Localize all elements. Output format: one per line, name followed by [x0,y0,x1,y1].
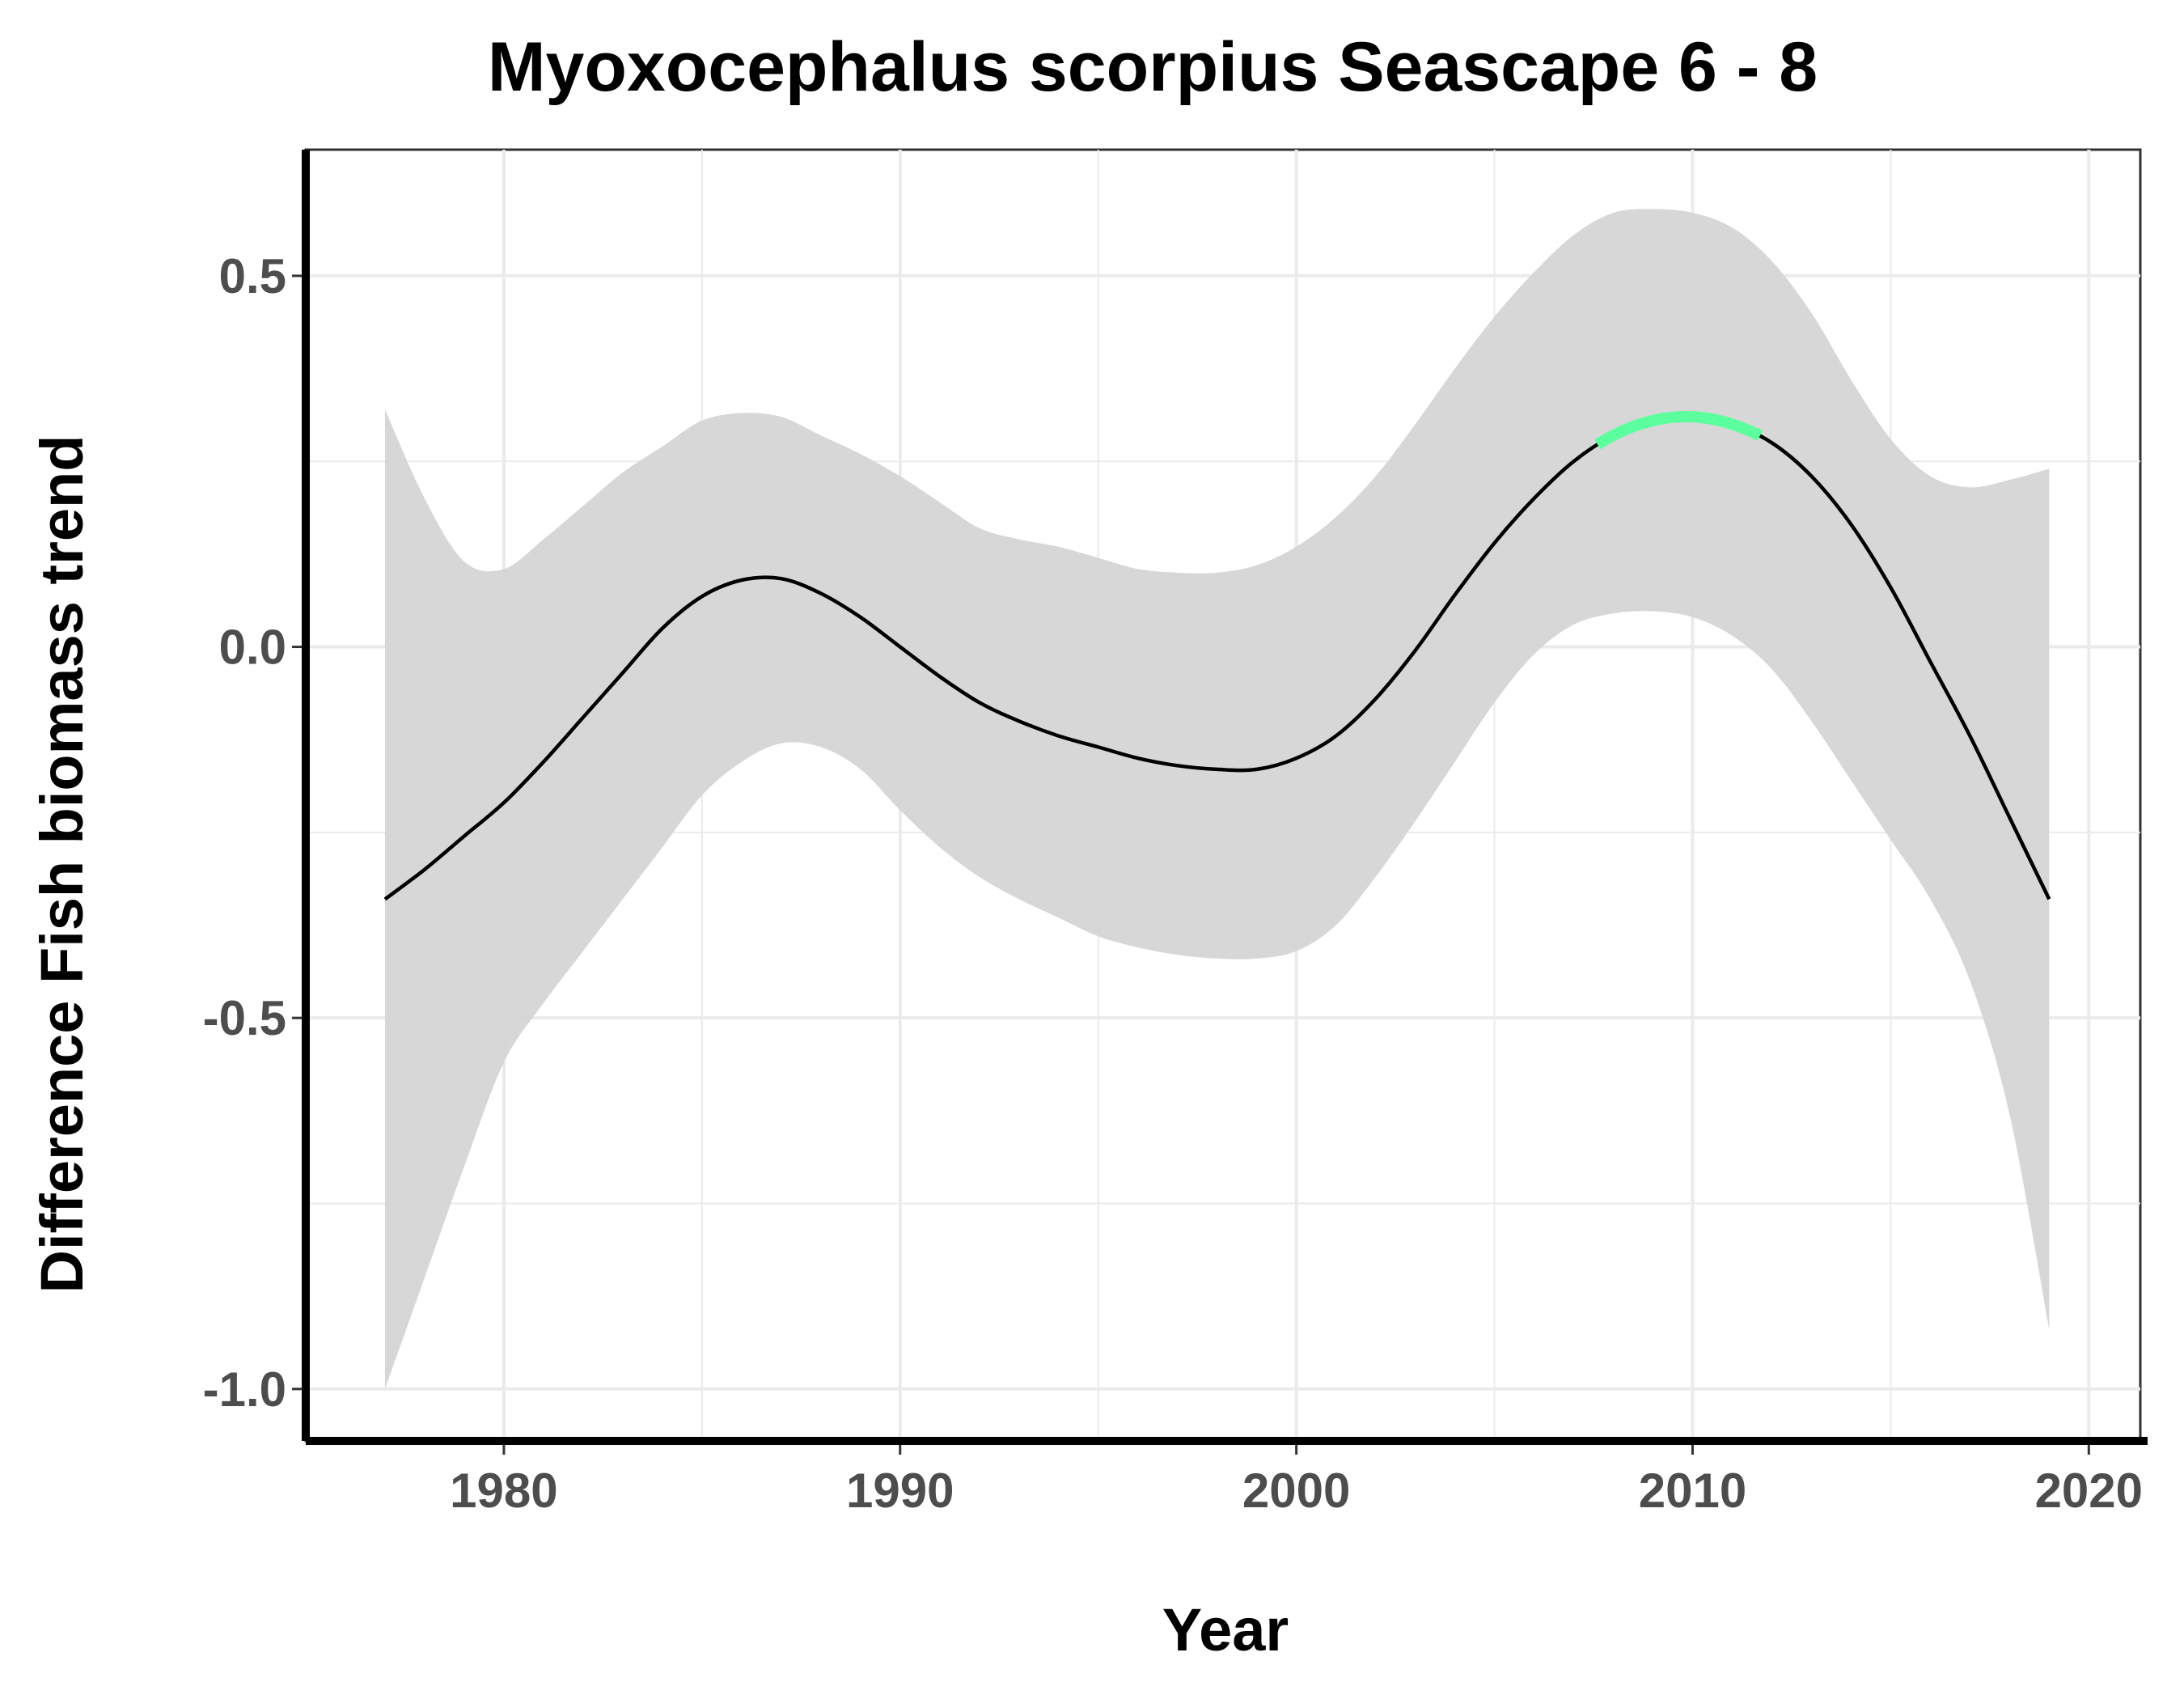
y-axis-ticks: -1.0 -0.5 0.0 0.5 [203,249,302,1417]
trend-line [383,414,2051,901]
y-tick-label: 0.0 [219,621,286,675]
x-tick-label: 2000 [1242,1464,1350,1518]
x-tick-label: 2020 [2035,1464,2143,1518]
y-tick-label: -1.0 [203,1362,286,1417]
x-axis-ticks: 1980 1990 2000 2010 2020 [450,1445,2143,1518]
x-tick-label: 2010 [1639,1464,1746,1518]
y-tick-label: 0.5 [219,249,286,303]
chart-title: Myoxocephalus scorpius Seascape 6 - 8 [488,28,1818,106]
x-tick-label: 1980 [450,1464,557,1518]
y-axis-title: Difference Fish biomass trend [28,435,95,1294]
significant-trend-segment [1594,411,1763,450]
x-tick-label: 1990 [846,1464,954,1518]
confidence-band [384,209,2050,1389]
y-tick-label: -0.5 [203,991,286,1045]
x-axis-title: Year [1162,1596,1289,1663]
